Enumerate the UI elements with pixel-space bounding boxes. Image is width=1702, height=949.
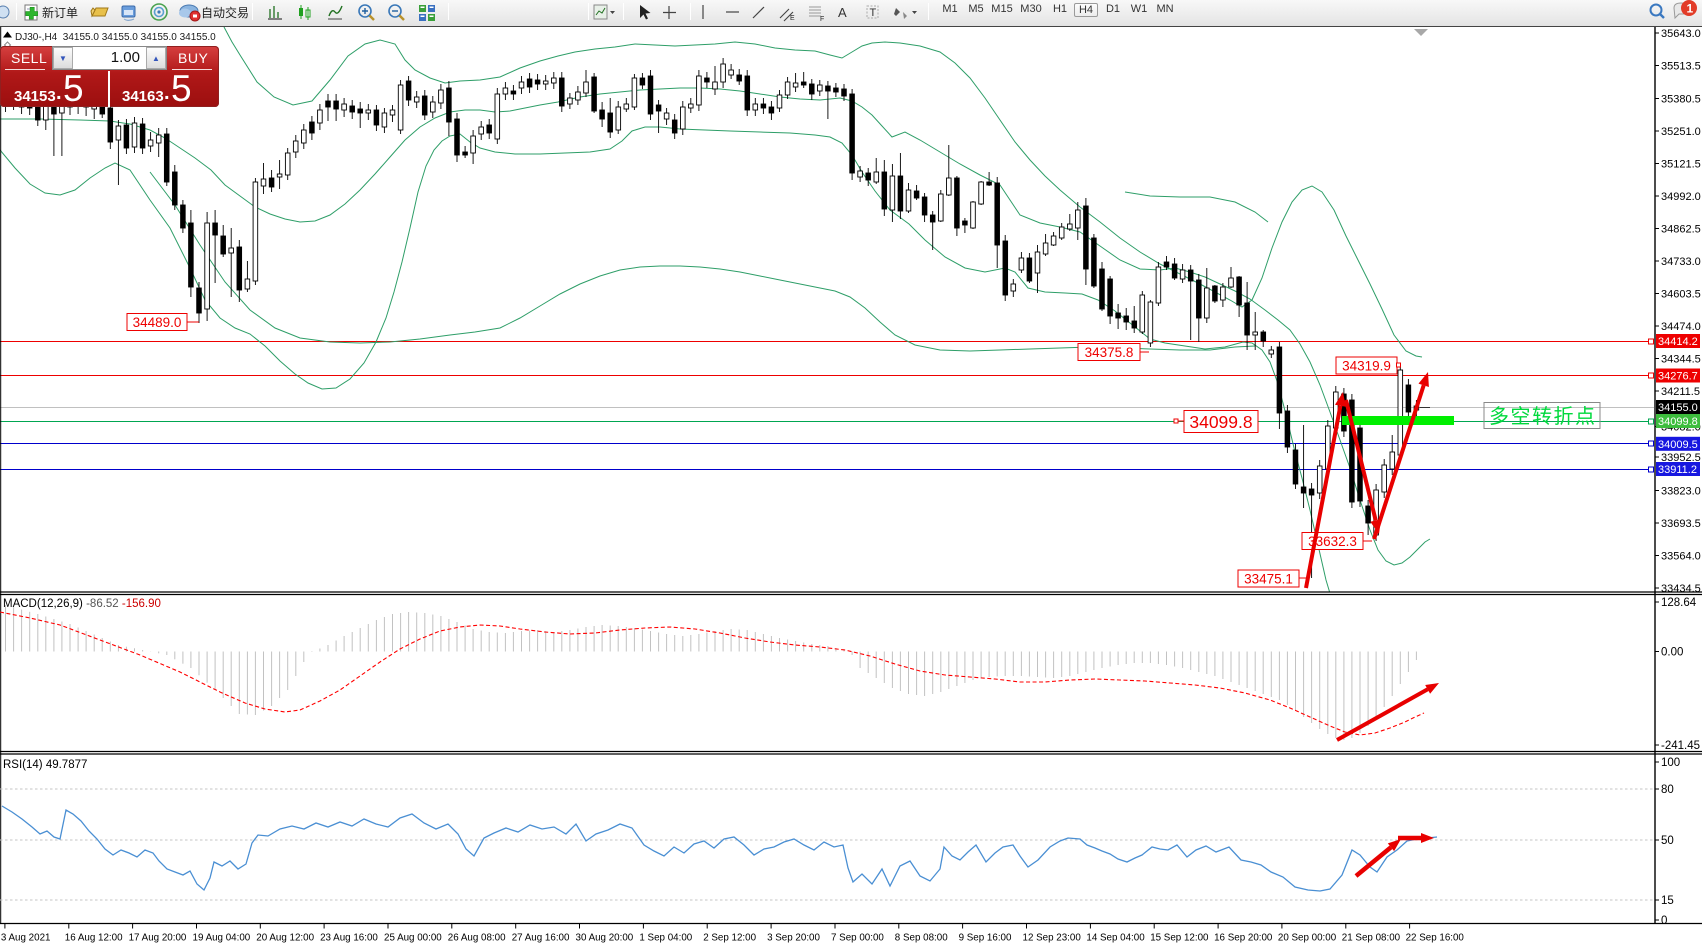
svg-text:34414.2: 34414.2 [1658, 336, 1698, 348]
svg-text:多空转折点: 多空转折点 [1489, 405, 1595, 428]
svg-text:1 Sep 04:00: 1 Sep 04:00 [639, 933, 692, 944]
svg-text:22 Sep 16:00: 22 Sep 16:00 [1406, 933, 1465, 944]
svg-text:34489.0: 34489.0 [133, 315, 182, 330]
svg-text:35121.5: 35121.5 [1661, 159, 1701, 171]
svg-text:33952.5: 33952.5 [1661, 452, 1701, 464]
svg-text:20 Sep 00:00: 20 Sep 00:00 [1278, 933, 1337, 944]
svg-text:16 Aug 12:00: 16 Aug 12:00 [65, 933, 123, 944]
svg-text:34211.5: 34211.5 [1661, 386, 1700, 398]
svg-text:15 Sep 12:00: 15 Sep 12:00 [1150, 933, 1209, 944]
svg-text:21 Sep 08:00: 21 Sep 08:00 [1342, 933, 1401, 944]
svg-text:19 Aug 04:00: 19 Aug 04:00 [193, 933, 251, 944]
svg-text:33564.0: 33564.0 [1661, 551, 1701, 563]
svg-text:33693.5: 33693.5 [1661, 518, 1701, 530]
svg-text:0: 0 [1661, 915, 1667, 927]
svg-text:23 Aug 16:00: 23 Aug 16:00 [320, 933, 378, 944]
svg-text:25 Aug 00:00: 25 Aug 00:00 [384, 933, 442, 944]
svg-text:35643.0: 35643.0 [1661, 28, 1701, 40]
svg-text:26 Aug 08:00: 26 Aug 08:00 [448, 933, 506, 944]
svg-text:15: 15 [1661, 895, 1674, 907]
svg-text:34375.8: 34375.8 [1085, 345, 1134, 360]
svg-text:27 Aug 16:00: 27 Aug 16:00 [512, 933, 570, 944]
svg-text:34319.9: 34319.9 [1342, 358, 1391, 373]
svg-text:MACD(12,26,9) -86.52 -156.90: MACD(12,26,9) -86.52 -156.90 [3, 598, 161, 610]
svg-text:17 Aug 20:00: 17 Aug 20:00 [129, 933, 187, 944]
svg-text:RSI(14) 49.7877: RSI(14) 49.7877 [3, 759, 87, 771]
svg-text:A: A [838, 5, 847, 20]
svg-text:E: E [790, 15, 795, 22]
svg-text:16 Sep 20:00: 16 Sep 20:00 [1214, 933, 1273, 944]
svg-text:0.00: 0.00 [1661, 647, 1683, 659]
svg-text:34009.5: 34009.5 [1658, 439, 1698, 451]
svg-text:F: F [820, 16, 824, 23]
svg-text:50: 50 [1661, 835, 1674, 847]
svg-text:7 Sep 00:00: 7 Sep 00:00 [831, 933, 884, 944]
svg-text:33823.0: 33823.0 [1661, 486, 1701, 498]
svg-text:DJ30-,H4 34155.0 34155.0 3415: DJ30-,H4 34155.0 34155.0 34155.0 34155.0 [15, 32, 216, 43]
svg-text:30 Aug 20:00: 30 Aug 20:00 [576, 933, 634, 944]
svg-text:34099.8: 34099.8 [1658, 416, 1698, 428]
svg-text:34155.0: 34155.0 [1658, 402, 1698, 414]
svg-text:12 Sep 23:00: 12 Sep 23:00 [1023, 933, 1082, 944]
svg-text:3 Aug 2021: 3 Aug 2021 [1, 933, 51, 944]
svg-text:34733.0: 34733.0 [1661, 256, 1701, 268]
svg-text:3 Sep 20:00: 3 Sep 20:00 [767, 933, 820, 944]
svg-text:T: T [870, 7, 877, 19]
svg-text:1: 1 [1687, 2, 1694, 16]
svg-text:34862.5: 34862.5 [1661, 224, 1701, 236]
svg-text:100: 100 [1661, 757, 1680, 769]
svg-text:33911.2: 33911.2 [1658, 464, 1697, 476]
svg-text:33632.3: 33632.3 [1308, 534, 1357, 549]
svg-text:34344.5: 34344.5 [1661, 354, 1701, 366]
svg-text:34099.8: 34099.8 [1189, 412, 1252, 432]
svg-text:2 Sep 12:00: 2 Sep 12:00 [703, 933, 756, 944]
svg-text:8 Sep 08:00: 8 Sep 08:00 [895, 933, 948, 944]
svg-text:33434.5: 33434.5 [1661, 583, 1701, 595]
svg-text:34474.0: 34474.0 [1661, 321, 1701, 333]
svg-text:35513.5: 35513.5 [1661, 61, 1701, 73]
svg-text:9 Sep 16:00: 9 Sep 16:00 [959, 933, 1012, 944]
svg-text:128.64: 128.64 [1661, 597, 1697, 609]
svg-text:34992.0: 34992.0 [1661, 191, 1701, 203]
svg-text:34276.7: 34276.7 [1658, 371, 1698, 383]
svg-text:33475.1: 33475.1 [1244, 571, 1293, 586]
svg-text:35380.5: 35380.5 [1661, 94, 1701, 106]
svg-text:20 Aug 12:00: 20 Aug 12:00 [256, 933, 314, 944]
svg-text:80: 80 [1661, 784, 1674, 796]
svg-text:35251.0: 35251.0 [1661, 126, 1701, 138]
svg-text:14 Sep 04:00: 14 Sep 04:00 [1086, 933, 1145, 944]
svg-text:-241.45: -241.45 [1661, 740, 1700, 752]
svg-text:34603.5: 34603.5 [1661, 289, 1701, 301]
